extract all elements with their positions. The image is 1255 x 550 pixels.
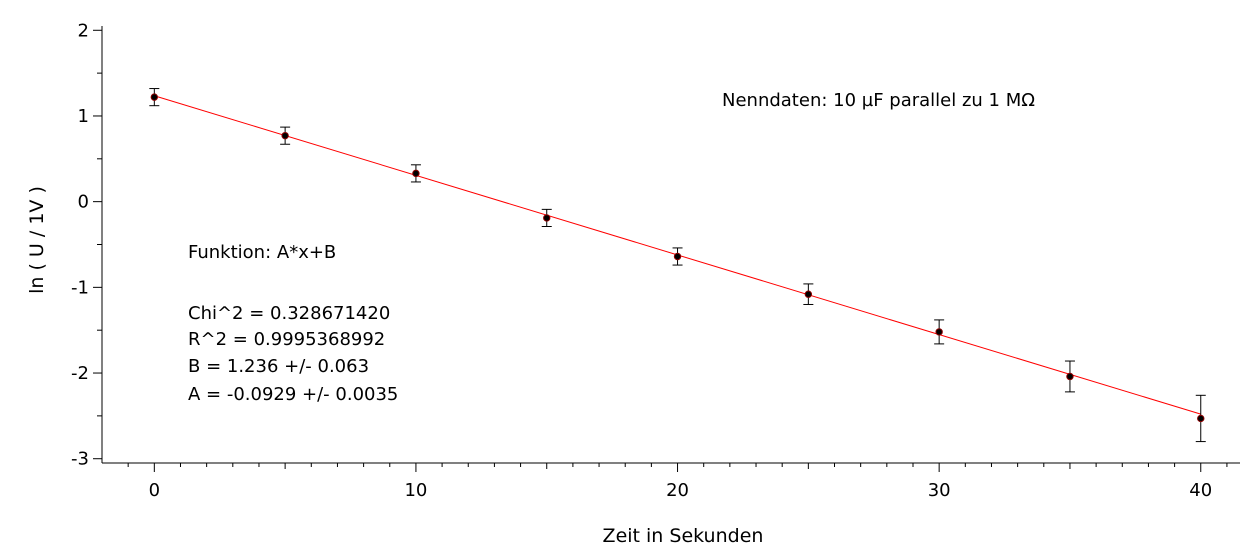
b-value-annotation: B = 1.236 +/- 0.063 xyxy=(188,356,369,377)
fit-function-annotation: Funktion: A*x+B xyxy=(188,242,336,263)
x-tick-label: 30 xyxy=(928,480,951,501)
y-tick-label: 2 xyxy=(78,20,89,41)
data-point xyxy=(1197,414,1205,423)
x-axis-title: Zeit in Sekunden xyxy=(603,525,764,547)
data-point xyxy=(150,93,159,101)
axes: 0 10 20 30 40 -3 -2 -1 0 1 2 xyxy=(71,20,1240,501)
a-value-annotation: A = -0.0929 +/- 0.0035 xyxy=(188,384,398,405)
data-point xyxy=(1066,372,1074,381)
data-point xyxy=(935,328,943,336)
x-tick-label: 40 xyxy=(1189,480,1212,501)
x-tick-label: 0 xyxy=(149,480,160,501)
y-tick-label: -2 xyxy=(71,363,89,384)
y-ticks: -3 -2 -1 0 1 2 xyxy=(71,20,102,470)
y-axis-title: ln ( U / 1V ) xyxy=(26,186,48,294)
data-point xyxy=(543,214,551,222)
chi-squared-annotation: Chi^2 = 0.328671420 xyxy=(188,303,390,324)
data-points xyxy=(150,93,1205,423)
y-tick-label: -1 xyxy=(71,277,89,298)
r-squared-annotation: R^2 = 0.9995368992 xyxy=(188,329,385,350)
y-tick-label: 1 xyxy=(78,106,89,127)
nenndaten-annotation: Nenndaten: 10 µF parallel zu 1 MΩ xyxy=(722,90,1035,111)
error-bars xyxy=(149,88,1206,443)
x-ticks: 0 10 20 30 40 xyxy=(127,463,1228,501)
y-tick-label: -3 xyxy=(71,449,89,470)
data-point xyxy=(673,252,682,261)
data-point xyxy=(412,169,420,178)
data-point xyxy=(281,131,289,140)
x-tick-label: 10 xyxy=(404,480,427,501)
x-tick-label: 20 xyxy=(666,480,689,501)
data-point xyxy=(804,290,813,298)
y-tick-label: 0 xyxy=(78,192,89,213)
